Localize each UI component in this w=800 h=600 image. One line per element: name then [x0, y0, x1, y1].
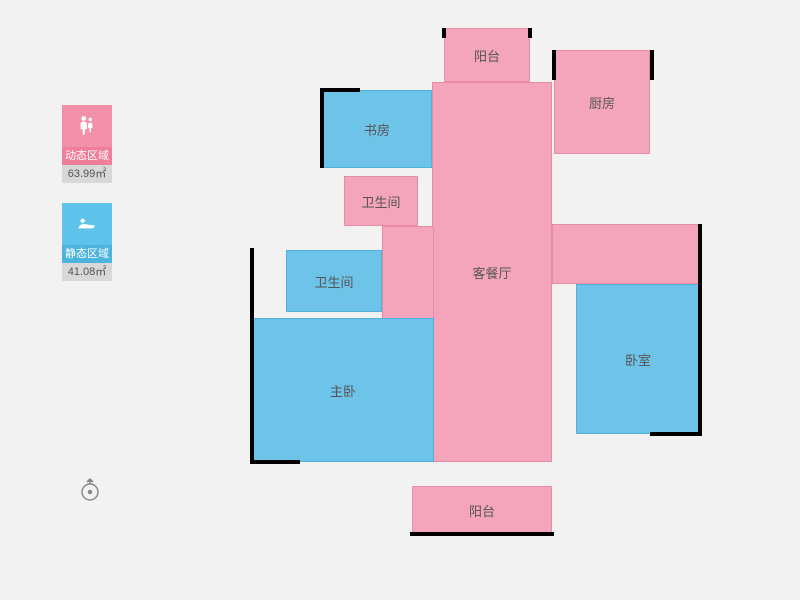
room-阳台2: 阳台	[412, 486, 552, 534]
room-客餐厅: 客餐厅	[432, 82, 552, 462]
rest-icon	[62, 203, 112, 245]
room-卧室: 卧室	[576, 284, 700, 434]
room-主卧: 主卧	[252, 318, 434, 462]
wall	[528, 28, 532, 38]
wall	[698, 224, 702, 436]
room-书房: 书房	[322, 90, 432, 168]
legend-dynamic: 动态区域 63.99㎡	[62, 105, 112, 183]
wall	[552, 50, 556, 80]
wall	[410, 532, 554, 536]
legend-dynamic-value: 63.99㎡	[62, 165, 112, 183]
wall	[250, 460, 300, 464]
wall	[250, 248, 254, 464]
floorplan: 阳台厨房书房卫生间卫生间客餐厅主卧卧室阳台	[236, 28, 726, 548]
wall	[650, 50, 654, 80]
legend-static-value: 41.08㎡	[62, 263, 112, 281]
wall	[442, 28, 446, 38]
room-阳台: 阳台	[444, 28, 530, 82]
wall	[320, 88, 360, 92]
wall	[650, 432, 702, 436]
room-厨房: 厨房	[554, 50, 650, 154]
legend-static-label: 静态区域	[62, 245, 112, 263]
wall	[320, 88, 324, 168]
room-客餐厅-ext2	[382, 226, 434, 322]
legend-static: 静态区域 41.08㎡	[62, 203, 112, 281]
legend-dynamic-label: 动态区域	[62, 147, 112, 165]
people-icon	[62, 105, 112, 147]
room-客餐厅-ext	[552, 224, 700, 284]
room-卫生间1: 卫生间	[344, 176, 418, 226]
room-卫生间2: 卫生间	[286, 250, 382, 312]
compass-icon	[78, 478, 102, 502]
legend: 动态区域 63.99㎡ 静态区域 41.08㎡	[62, 105, 112, 301]
